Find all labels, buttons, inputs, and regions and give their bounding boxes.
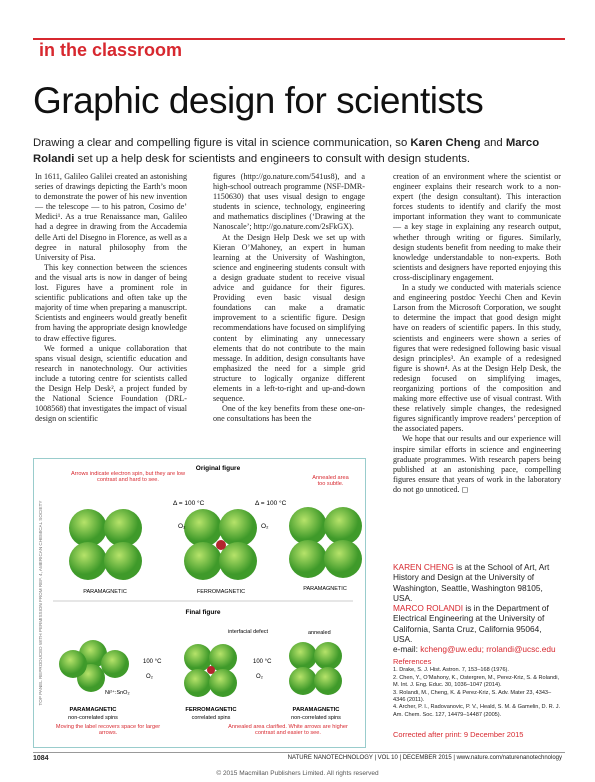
spin-label: correlated spins [192, 715, 231, 721]
standfirst-text: Drawing a clear and compelling figure is… [33, 137, 411, 149]
footer-rule [33, 752, 565, 753]
annotation: annealed [308, 630, 331, 636]
annotation: interfacial defect [228, 629, 269, 635]
annotation: Moving the label recovers space for larg… [55, 724, 161, 736]
author-affiliation: is in the Department of Electrical Engin… [393, 603, 549, 645]
original-spheres [69, 507, 362, 580]
condition: Δ = 100 °C [173, 499, 205, 507]
phase-label: PARAMAGNETIC [83, 589, 127, 595]
paragraph: figures (http://go.nature.com/541us8), a… [213, 172, 365, 232]
reference: 3. Rolandi, M., Cheng, K. & Perez-Kriz, … [393, 689, 552, 704]
phase-label: FERROMAGNETIC [185, 707, 237, 713]
reference: 4. Archer, P. I., Radovanovic, P. V., He… [393, 704, 561, 718]
header-rule [33, 38, 565, 40]
paragraph: One of the key benefits from these one-o… [213, 404, 365, 424]
phase-label: FERROMAGNETIC [197, 589, 245, 595]
condition: 100 °C [253, 659, 272, 665]
paragraph: At the Design Help Desk we set up with K… [213, 232, 365, 404]
author: Marco Rolandi [33, 137, 540, 165]
credit: TOP PANEL REPRODUCED WITH PERMISSION FRO… [38, 501, 43, 706]
annotation: Arrows indicate electron spin, but they … [70, 471, 186, 483]
panel-title: Final figure [185, 609, 220, 616]
copyright: © 2015 Macmillan Publishers Limited. All… [216, 770, 379, 777]
paragraph: We formed a unique collaboration that sp… [35, 343, 187, 424]
reference: 1. Drake, S. J. Hist. Astron. 7, 153–168… [393, 667, 509, 674]
author-info: KAREN CHENG is at the School of Art, Art… [393, 562, 561, 655]
reference: 2. Chen, Y., O’Mahony, K., Ostergren, M.… [393, 674, 560, 689]
author: Karen Cheng [410, 137, 481, 149]
condition: O₂ [256, 674, 264, 680]
column: In 1611, Galileo Galilei created an asto… [35, 172, 187, 424]
spin-label: non-correlated spins [291, 715, 341, 721]
annotation: Annealed area too subtle. [312, 475, 349, 487]
annotation: Ni²⁺:SnO₂ [105, 689, 130, 696]
paragraph: In 1611, Galileo Galilei created an asto… [35, 172, 187, 262]
final-spheres [59, 640, 342, 697]
condition: O₂ [261, 523, 269, 530]
author-name: KAREN CHENG [393, 562, 454, 572]
column: creation of an environment where the sci… [393, 172, 561, 495]
references-title: References [393, 657, 432, 666]
condition: O₂ [178, 523, 186, 530]
figure-frame [33, 458, 366, 748]
correction: Corrected after print: 9 December 2015 [393, 730, 524, 739]
spin-label: non-correlated spins [68, 715, 118, 721]
standfirst-text: and [480, 137, 506, 149]
email[interactable]: kcheng@uw.edu; rrolandi@ucsc.edu [420, 644, 556, 655]
page-number: 1084 [33, 755, 49, 762]
condition: O₂ [146, 674, 154, 680]
author-name: MARCO ROLANDI [393, 603, 464, 614]
paragraph: In a study we conducted with materials s… [393, 283, 561, 434]
section-label: in the classroom [33, 40, 189, 61]
column: figures (http://go.nature.com/541us8), a… [213, 172, 365, 424]
standfirst-text: set up a help desk for scientists and en… [74, 153, 471, 165]
paragraph: creation of an environment where the sci… [393, 172, 561, 282]
standfirst: Drawing a clear and compelling figure is… [33, 135, 563, 167]
phase-label: PARAMAGNETIC [303, 586, 347, 592]
phase-label: PARAMAGNETIC [70, 707, 118, 713]
condition: 100 °C [143, 659, 162, 665]
condition: Δ = 100 °C [255, 499, 287, 507]
paragraph: This key connection between the sciences… [35, 262, 187, 343]
phase-label: PARAMAGNETIC [293, 707, 341, 713]
email-label: e-mail: [393, 644, 421, 655]
references: References 1. Drake, S. J. Hist. Astron.… [393, 658, 561, 719]
paragraph: We hope that our results and our experie… [393, 434, 561, 494]
figure: TOP PANEL REPRODUCED WITH PERMISSION FRO… [33, 458, 366, 748]
annotation: Annealed area clarified. White arrows ar… [228, 724, 348, 736]
panel-title: Original figure [196, 465, 241, 472]
journal-info: NATURE NANOTECHNOLOGY | VOL 10 | DECEMBE… [287, 755, 562, 761]
title: Graphic design for scientists [33, 80, 484, 121]
author-affiliation: is at the School of Art, Art History and… [393, 562, 550, 603]
